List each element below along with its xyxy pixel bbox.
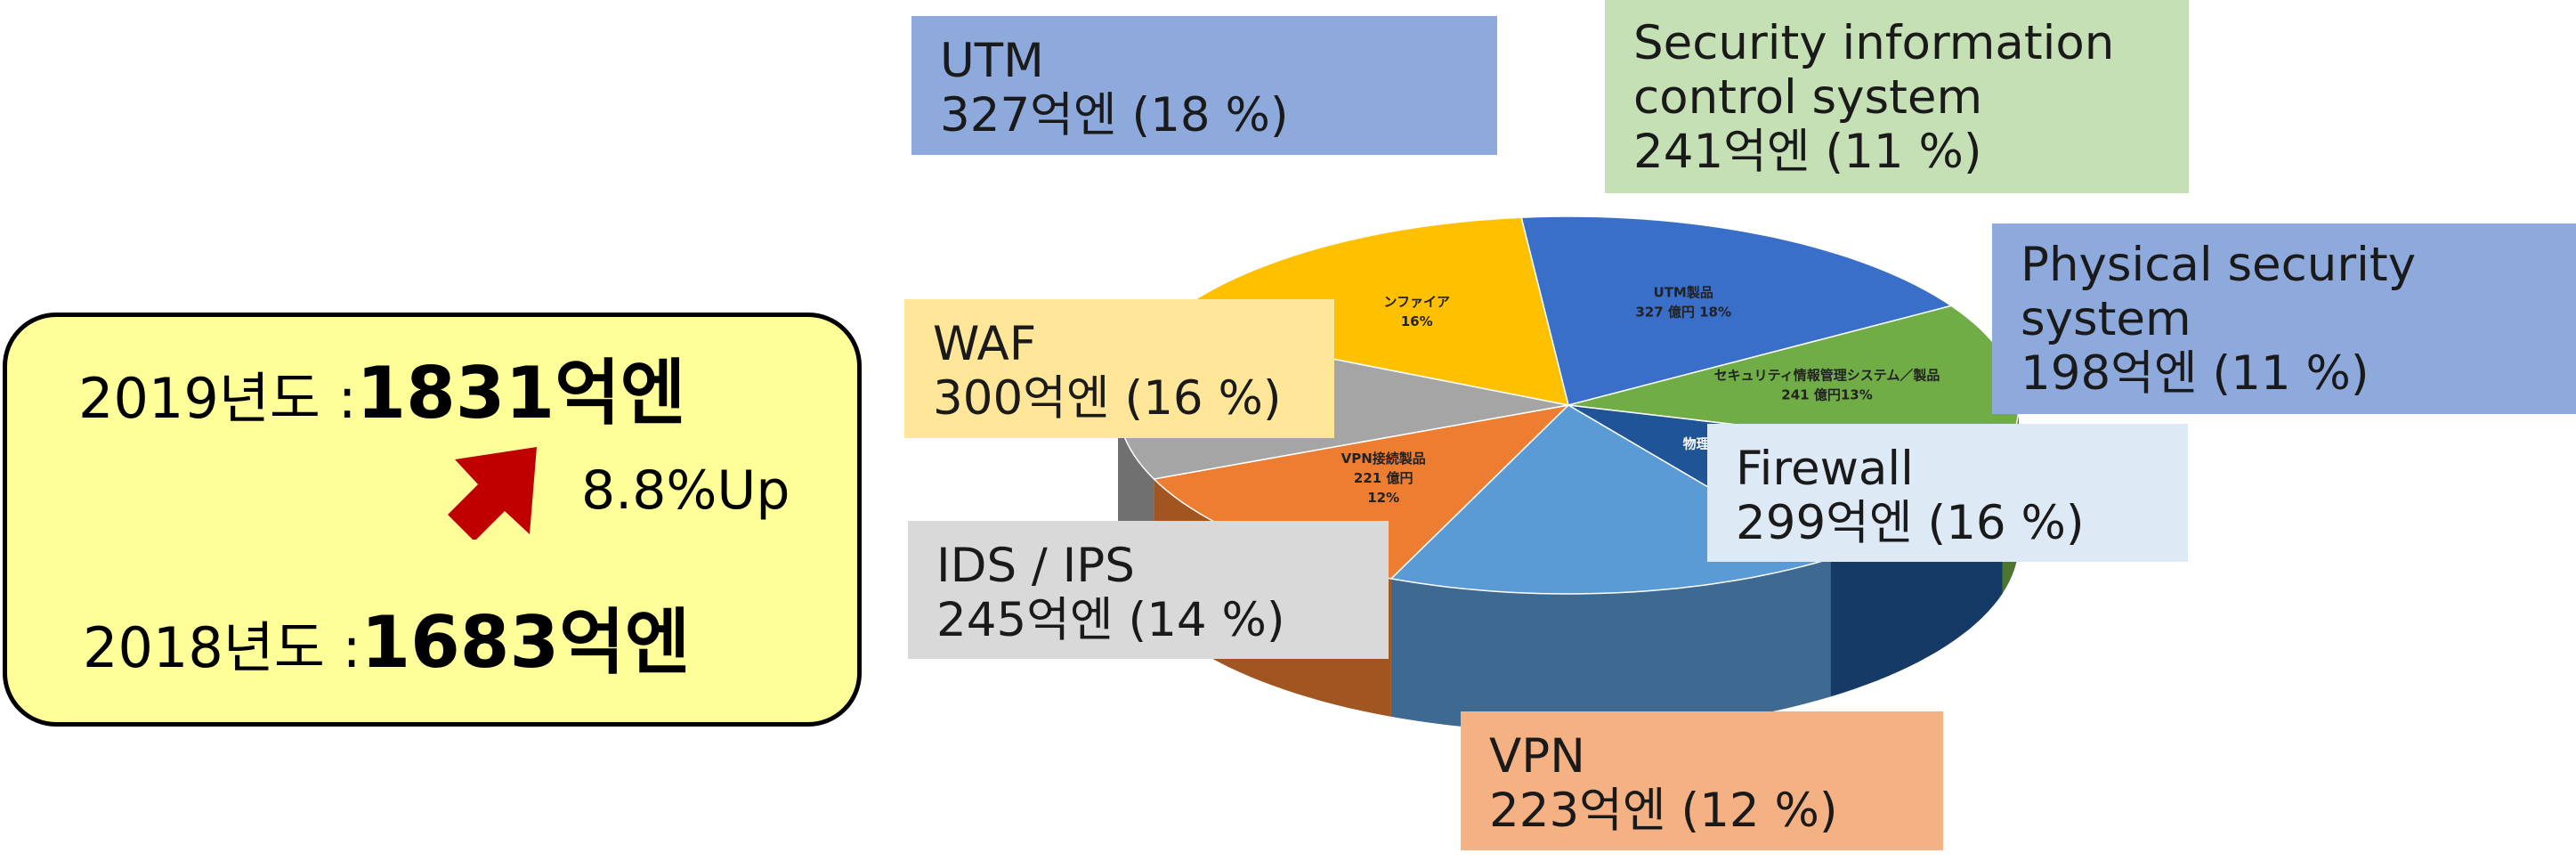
- pie-inner-label-4-2: 12%: [1367, 490, 1399, 506]
- callout-utm: UTM 327억엔 (18 %): [911, 16, 1497, 155]
- pie-inner-label-1-1: 241 億円13%: [1781, 387, 1872, 403]
- year-2018-label: 2018년도 :: [83, 615, 361, 680]
- pie-inner-label-0-0: UTM製品: [1654, 285, 1713, 301]
- pie-inner-label-0-1: 327 億円 18%: [1635, 305, 1731, 321]
- callout-firewall: Firewall 299억엔 (16 %): [1707, 424, 2188, 562]
- callout-physical-security: Physical security system 198억엔 (11 %): [1992, 223, 2576, 414]
- year-2019-label: 2019년도 :: [78, 366, 357, 431]
- callout-firewall-name: Firewall: [1736, 442, 1914, 496]
- callout-physical-name-1: Physical security: [2021, 238, 2417, 292]
- pie-inner-label-4-1: 221 億円: [1354, 470, 1414, 486]
- callout-physical-name-2: system: [2021, 292, 2191, 346]
- callout-ids-value: 245억엔 (14 %): [936, 593, 1285, 647]
- up-arrow-icon: [448, 447, 537, 540]
- callout-security-info-value: 241억엔 (11 %): [1633, 125, 1982, 179]
- pie-inner-label-6-1: 16%: [1401, 313, 1433, 329]
- callout-ids-name: IDS / IPS: [936, 539, 1135, 593]
- callout-utm-name: UTM: [940, 34, 1044, 88]
- callout-utm-value: 327억엔 (18 %): [940, 88, 1289, 142]
- callout-security-info-name-1: Security information: [1633, 16, 2115, 70]
- growth-rate: 8.8%Up: [581, 459, 790, 522]
- callout-ids-ips: IDS / IPS 245억엔 (14 %): [908, 521, 1389, 659]
- callout-waf-name: WAF: [933, 317, 1037, 371]
- callout-vpn-name: VPN: [1489, 729, 1585, 784]
- pie-inner-label-6-0: ンファイア: [1383, 294, 1450, 310]
- year-2019-value: 1831억엔: [356, 352, 686, 435]
- year-2018-line: 2018년도 :1683억엔: [83, 607, 690, 678]
- callout-physical-value: 198억엔 (11 %): [2021, 346, 2369, 401]
- callout-firewall-value: 299억엔 (16 %): [1736, 496, 2085, 550]
- year-2018-value: 1683억엔: [360, 601, 691, 684]
- pie-slice-0: [1520, 215, 1954, 406]
- callout-waf: WAF 300억엔 (16 %): [904, 299, 1334, 438]
- callout-security-info: Security information control system 241억…: [1605, 0, 2189, 193]
- callout-security-info-name-2: control system: [1633, 70, 1983, 125]
- pie-inner-label-1-0: セキュリティ情報管理システム／製品: [1714, 368, 1940, 384]
- callout-vpn-value: 223억엔 (12 %): [1489, 784, 1838, 838]
- callout-vpn: VPN 223억엔 (12 %): [1461, 711, 1943, 850]
- callout-waf-value: 300억엔 (16 %): [933, 371, 1282, 426]
- year-2019-line: 2019년도 :1831억엔: [78, 358, 685, 429]
- pie-side-3: [1390, 558, 1831, 732]
- summary-box: 2019년도 :1831억엔 8.8%Up 2018년도 :1683억엔: [3, 313, 862, 727]
- pie-inner-label-4-0: VPN接続製品: [1341, 451, 1426, 467]
